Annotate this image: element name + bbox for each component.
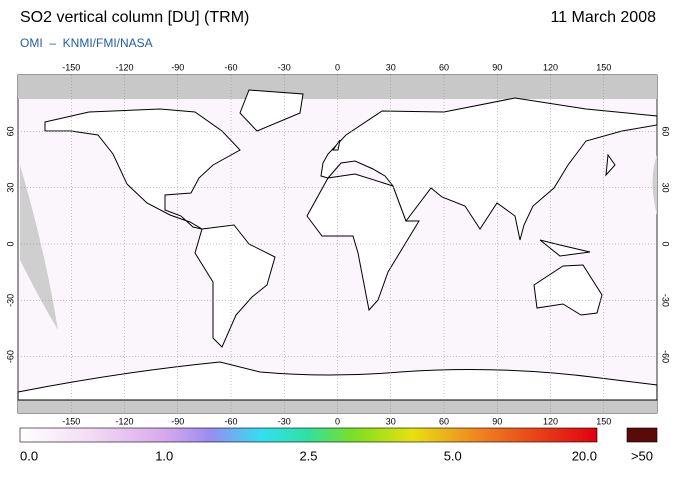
source: OMI – KNMI/FMI/NASA (20, 36, 153, 50)
lon-tick-label: 30 (386, 62, 396, 72)
lat-tick-label: 0 (661, 241, 671, 246)
lat-tick-label: -60 (661, 350, 671, 363)
lon-tick-label: -90 (171, 62, 184, 72)
lon-tick-label: -150 (62, 62, 80, 72)
lon-tick-label: 90 (492, 62, 502, 72)
lon-tick-label: -120 (115, 62, 133, 72)
lat-tick-label: 60 (5, 126, 15, 136)
graticule (18, 75, 657, 413)
no-data-swath (20, 165, 58, 330)
lon-tick-label: -90 (171, 416, 184, 426)
colorbar-overflow-label: >50 (631, 448, 653, 463)
lon-tick-label: -60 (224, 416, 237, 426)
lat-tick-label: -30 (5, 294, 15, 307)
lon-tick-label: 90 (492, 416, 502, 426)
lat-tick-label: 60 (661, 126, 671, 136)
colorbar-labels: 0.0 1.0 2.5 5.0 20.0 (20, 448, 597, 463)
lat-tick-label: 30 (661, 183, 671, 193)
colorbar-label: 5.0 (444, 448, 462, 463)
lon-tick-label: 120 (543, 62, 558, 72)
colorbar-label: 1.0 (155, 448, 173, 463)
lon-tick-label: 150 (596, 416, 611, 426)
lon-tick-label: 60 (439, 416, 449, 426)
lon-tick-label: 0 (335, 62, 340, 72)
lon-tick-label: -120 (115, 416, 133, 426)
lon-tick-label: 150 (596, 62, 611, 72)
colorbar-label: 20.0 (572, 448, 597, 463)
lon-tick-label: 60 (439, 62, 449, 72)
colorbar-overflow (626, 427, 658, 443)
colorbar-label: 0.0 (20, 448, 38, 463)
colorbar: 0.0 1.0 2.5 5.0 20.0 >50 (19, 427, 658, 463)
lon-tick-label: 30 (386, 416, 396, 426)
lon-tick-label: -60 (224, 62, 237, 72)
lat-tick-label: -60 (5, 350, 15, 363)
date: 11 March 2008 (550, 9, 656, 26)
colorbar-label: 2.5 (299, 448, 317, 463)
lon-tick-label: 120 (543, 416, 558, 426)
tick-labels: -150 -150 -120 -120 -90 -90 -60 -60 -30 -30 0 0 30 30… (5, 62, 670, 426)
lat-tick-label: 30 (5, 183, 15, 193)
lon-tick-label: -30 (278, 416, 291, 426)
map: -150 -150 -120 -120 -90 -90 -60 -60 -30 -30 0 0 30 30… (5, 62, 670, 426)
no-data-south (18, 400, 657, 413)
lon-tick-label: -30 (278, 62, 291, 72)
lat-tick-label: -30 (661, 294, 671, 307)
title: SO2 vertical column [DU] (TRM) (20, 9, 249, 26)
lon-tick-label: 0 (335, 416, 340, 426)
colorbar-gradient (19, 427, 598, 443)
lat-tick-label: 0 (5, 241, 15, 246)
lon-tick-label: -150 (62, 416, 80, 426)
no-data-swath (652, 155, 657, 215)
